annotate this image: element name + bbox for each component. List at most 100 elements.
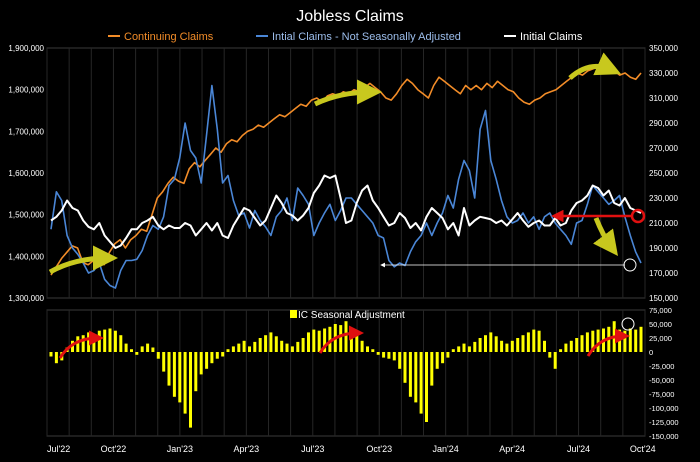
seasonal-adjustment-bar (500, 340, 504, 352)
seasonal-adjustment-bar (564, 343, 568, 352)
seasonal-adjustment-bar (596, 329, 600, 352)
x-tick-label: Jul'22 (47, 444, 70, 454)
seasonal-adjustment-bar (113, 330, 117, 352)
x-tick-label: Oct'23 (366, 444, 392, 454)
seasonal-adjustment-bar (580, 335, 584, 352)
seasonal-adjustment-bar (156, 352, 160, 359)
annotation-arrow-seasonal-2024 (586, 328, 630, 357)
seasonal-adjustment-bar (505, 343, 509, 352)
left-tick-label: 1,900,000 (8, 44, 44, 53)
seasonal-adjustment-bar (634, 329, 638, 352)
seasonal-adjustment-bar (274, 336, 278, 352)
right-tick-label: 290,000 (649, 119, 678, 128)
legend-label-initial: Initial Claims (520, 31, 583, 43)
annotation-arrow-seasonal-2023 (318, 325, 364, 354)
seasonal-adjustment-bar (119, 335, 123, 352)
left-axis-ticks: 1,300,000 1,400,000 1,500,000 1,600,000 1,70… (8, 44, 44, 303)
seasonal-adjustment-bar (301, 338, 305, 352)
seasonal-adjustment-bar (392, 352, 396, 361)
seasonal-adjustment-bar (451, 349, 455, 352)
seasonal-adjustment-bar (344, 321, 348, 352)
seasonal-adjustment-bar (387, 352, 391, 359)
x-tick-label: Jul'24 (567, 444, 590, 454)
seasonal-adjustment-bar (135, 352, 139, 355)
bottom-tick-label: -150,000 (649, 432, 679, 441)
annotation-circle-seasonal-2024 (621, 317, 635, 331)
seasonal-adjustment-bar (81, 335, 85, 352)
seasonal-adjustment-bar (226, 349, 230, 352)
seasonal-adjustment-bar (569, 340, 573, 352)
seasonal-adjustment-bar (253, 341, 257, 352)
bottom-tick-label: -25,000 (649, 362, 674, 371)
seasonal-adjustment-bar (575, 338, 579, 352)
seasonal-adjustment-bar (371, 349, 375, 352)
seasonal-adjustment-bar (199, 352, 203, 375)
seasonal-adjustment-bar (516, 338, 520, 352)
chart-title: Jobless Claims (296, 8, 404, 25)
seasonal-adjustment-bar (548, 352, 552, 358)
seasonal-adjustment-bar (489, 332, 493, 352)
seasonal-adjustment-bar (618, 329, 622, 352)
x-tick-label: Jul'23 (301, 444, 324, 454)
seasonal-adjustment-bar (258, 338, 262, 352)
legend-label-continuing: Continuing Claims (124, 31, 214, 43)
seasonal-adjustment-bar (103, 329, 107, 352)
seasonal-adjustment-bar (307, 332, 310, 352)
seasonal-adjustment-bar (178, 352, 182, 403)
seasonal-adjustment-bar (521, 335, 525, 352)
x-tick-label: Apr'24 (499, 444, 525, 454)
x-tick-label: Jan'24 (433, 444, 459, 454)
seasonal-adjustment-bar (591, 330, 595, 352)
seasonal-adjustment-bar (167, 352, 171, 386)
annotation-arrow-nsa-drop (593, 217, 618, 257)
seasonal-adjustment-bar (312, 329, 316, 352)
seasonal-adjustment-bar (360, 340, 364, 352)
seasonal-adjustment-bar (87, 332, 91, 352)
seasonal-adjustment-bar (457, 346, 461, 352)
annotation-arrow-continuing-low (48, 245, 118, 275)
seasonal-adjustment-bar (398, 352, 402, 369)
seasonal-adjustment-bar (290, 346, 294, 352)
seasonal-adjustment-bar (419, 352, 423, 414)
bottom-tick-label: -100,000 (649, 404, 679, 413)
right-tick-label: 270,000 (649, 144, 678, 153)
right-axis-ticks: 150,000 170,000 190,000 210,000 230,000 250,0… (649, 44, 678, 303)
bottom-tick-label: -75,000 (649, 390, 674, 399)
annotation-arrow-continuing-top (568, 52, 622, 80)
seasonal-adjustment-bar (543, 340, 546, 352)
x-tick-label: Oct'22 (101, 444, 127, 454)
left-tick-label: 1,700,000 (8, 127, 44, 136)
right-tick-label: 190,000 (649, 244, 678, 253)
left-tick-label: 1,400,000 (8, 252, 44, 261)
left-tick-label: 1,600,000 (8, 169, 44, 178)
initial-claims-nsa-line (50, 84, 642, 289)
seasonal-adjustment-bar (269, 332, 273, 352)
seasonal-adjustment-bar (403, 352, 407, 383)
seasonal-adjustment-bar (510, 340, 514, 352)
seasonal-adjustment-bar (328, 326, 332, 352)
seasonal-adjustment-bar (467, 346, 471, 352)
seasonal-adjustment-bar (189, 352, 192, 428)
seasonal-adjustment-bar (140, 346, 144, 352)
seasonal-adjustment-bar (242, 340, 246, 352)
seasonal-adjustment-bar (76, 336, 80, 352)
bottom-tick-label: 75,000 (649, 306, 672, 315)
seasonal-adjustment-bar (537, 330, 541, 352)
right-tick-label: 170,000 (649, 269, 678, 278)
right-tick-label: 310,000 (649, 94, 678, 103)
seasonal-adjustment-bar (221, 352, 225, 357)
right-tick-label: 210,000 (649, 219, 678, 228)
bottom-tick-label: -50,000 (649, 376, 674, 385)
seasonal-adjustment-bar (248, 346, 251, 352)
seasonal-adjustment-bar (97, 330, 101, 352)
seasonal-adjustment-bar (162, 352, 166, 372)
annotation-arrow-seasonal-2022 (58, 330, 104, 359)
bottom-tick-label: 0 (649, 348, 653, 357)
seasonal-adjustment-bar (205, 352, 209, 369)
right-tick-label: 250,000 (649, 169, 678, 178)
right-tick-label: 330,000 (649, 69, 678, 78)
seasonal-adjustment-bar (339, 325, 343, 352)
seasonal-adjustment-bar (231, 346, 235, 352)
